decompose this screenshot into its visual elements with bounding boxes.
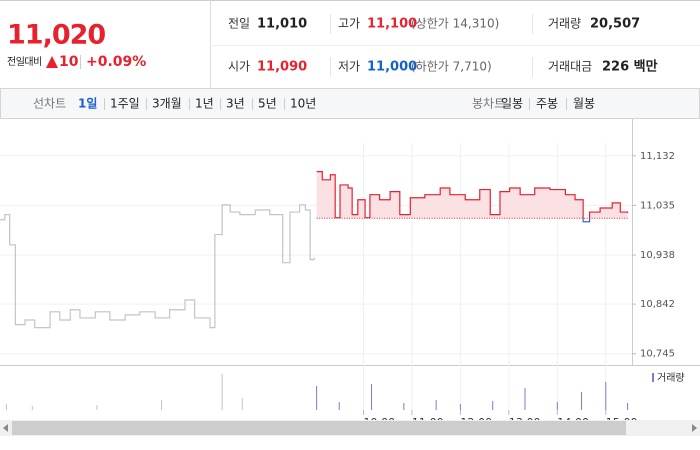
candle-tab[interactable]: 일봉 xyxy=(501,97,523,111)
info-value: 11,090 xyxy=(257,60,307,75)
y-tick-label: 10,938 xyxy=(640,250,675,261)
price-line xyxy=(0,204,315,329)
volume-bar xyxy=(96,405,98,410)
y-tick-label: 10,842 xyxy=(640,299,675,310)
period-tab[interactable]: 10년 xyxy=(290,97,316,111)
volume-bar xyxy=(524,388,526,410)
volume-bar xyxy=(459,404,461,410)
period-tab[interactable]: 5년 xyxy=(258,97,277,111)
candle-tab[interactable]: 주봉 xyxy=(536,97,558,111)
period-tab[interactable]: 3개월 xyxy=(152,97,182,111)
info-label: 고가 xyxy=(338,17,360,31)
period-tab[interactable]: 3년 xyxy=(226,97,245,111)
candle-tab-label: 봉차트 xyxy=(472,97,505,111)
volume-bar xyxy=(31,406,33,410)
volume-bar xyxy=(338,402,340,410)
period-tab[interactable]: 1년 xyxy=(195,97,214,111)
volume-legend: 거래량 xyxy=(657,372,685,384)
info-value: 226 백만 xyxy=(602,59,658,75)
y-tick-label: 10,745 xyxy=(640,349,675,360)
volume-bar xyxy=(605,382,607,410)
line-tab-label: 선차트 xyxy=(33,97,66,111)
candle-tab[interactable]: 월봉 xyxy=(573,97,595,111)
volume-bar xyxy=(316,386,318,410)
volume-bar xyxy=(627,403,629,410)
volume-bar xyxy=(581,392,583,410)
change-label: 전일대비 xyxy=(7,56,42,68)
volume-bar xyxy=(556,402,558,410)
volume-bar xyxy=(241,398,243,410)
up-triangle xyxy=(46,56,58,68)
period-tab[interactable]: 1주일 xyxy=(110,97,140,111)
volume-legend-swatch xyxy=(652,373,654,382)
volume-bar xyxy=(435,400,437,410)
scroll-left[interactable] xyxy=(3,424,8,432)
change-rate: +0.09% xyxy=(86,54,146,70)
volume-bar xyxy=(403,403,405,410)
volume-bar xyxy=(161,400,163,410)
tab-bar xyxy=(0,88,700,119)
info-label: 거래대금 xyxy=(548,60,592,74)
y-tick-label: 11,035 xyxy=(640,200,675,211)
scroll-right[interactable] xyxy=(692,424,697,432)
info-value: 20,507 xyxy=(590,17,640,32)
info-label: 전일 xyxy=(228,17,250,31)
info-value: 11,010 xyxy=(257,17,307,32)
period-tab[interactable]: 1일 xyxy=(78,97,97,111)
info-value: 11,000 xyxy=(367,60,417,75)
volume-bar xyxy=(371,384,373,410)
info-note: (하한가 7,710) xyxy=(411,60,492,74)
info-label: 저가 xyxy=(338,60,360,74)
change: 10 xyxy=(59,54,79,70)
area xyxy=(316,171,628,219)
volume-bar xyxy=(5,404,7,410)
price-line xyxy=(316,171,629,219)
info-note: (상한가 14,310) xyxy=(411,17,499,31)
volume-bar xyxy=(492,401,494,410)
info-value: 11,100 xyxy=(367,17,417,32)
scrollbar-thumb[interactable] xyxy=(12,421,626,435)
info-label: 거래량 xyxy=(548,17,581,31)
price: 11,020 xyxy=(7,20,105,51)
info-label: 시가 xyxy=(228,60,250,74)
y-tick-label: 11,132 xyxy=(640,151,675,162)
volume-bar xyxy=(221,374,223,410)
